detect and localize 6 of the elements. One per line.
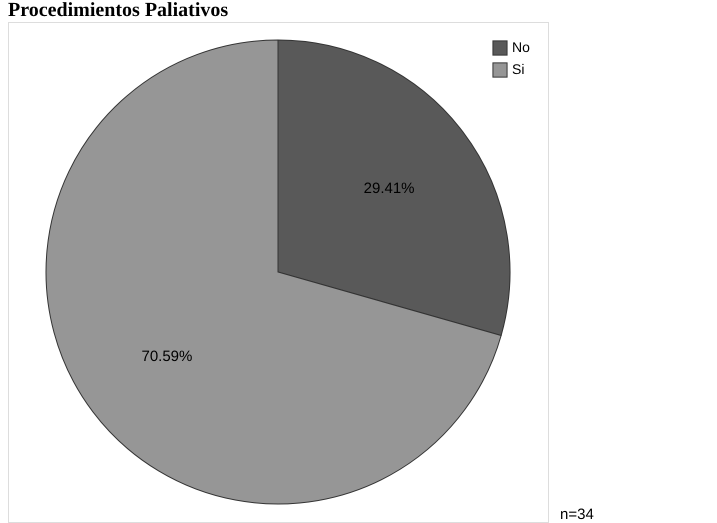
legend-label: Si <box>512 61 524 77</box>
data-label: 70.59% <box>141 348 192 365</box>
chart-title: Procedimientos Paliativos <box>8 0 228 21</box>
legend-label: No <box>512 39 530 55</box>
text: n=34 <box>560 506 594 523</box>
data-label: 29.41% <box>364 180 415 198</box>
